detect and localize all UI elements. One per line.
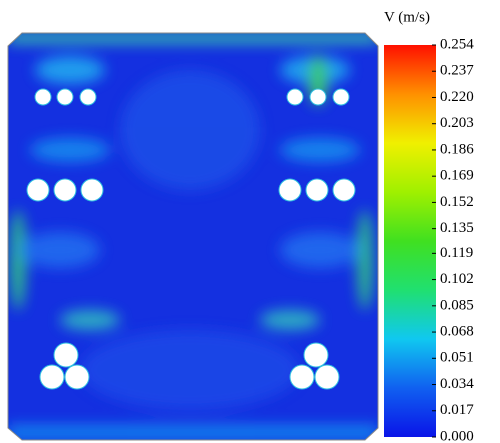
colorbar-tick-label: 0.169 [440, 168, 474, 184]
colorbar-tick-label: 0.254 [440, 36, 474, 52]
figure: V (m/s) 0.000 0.017 0.034 0.051 0.068 0.085 0.… [0, 0, 500, 443]
colorbar-tick-label: 0.085 [440, 297, 474, 313]
velocity-field [0, 30, 380, 443]
colorbar-tick-label: 0.034 [440, 376, 474, 392]
colorbar-tick-label: 0.135 [440, 220, 474, 236]
colorbar-tick-label: 0.186 [440, 141, 474, 157]
colorbar-tick-label: 0.000 [440, 428, 474, 443]
colorbar-tick-label: 0.017 [440, 402, 474, 418]
colorbar [384, 45, 436, 437]
colorbar-tick-label: 0.102 [440, 271, 474, 287]
colorbar-tick-label: 0.119 [440, 245, 473, 261]
colorbar-tick-label: 0.068 [440, 323, 474, 339]
colorbar-tick-label: 0.237 [440, 63, 474, 79]
colorbar-tick-label: 0.203 [440, 115, 474, 131]
colorbar-title: V (m/s) [384, 9, 430, 25]
colorbar-tick-label: 0.152 [440, 194, 474, 210]
colorbar-tick-label: 0.051 [440, 350, 474, 366]
colorbar-tick-label: 0.220 [440, 89, 474, 105]
